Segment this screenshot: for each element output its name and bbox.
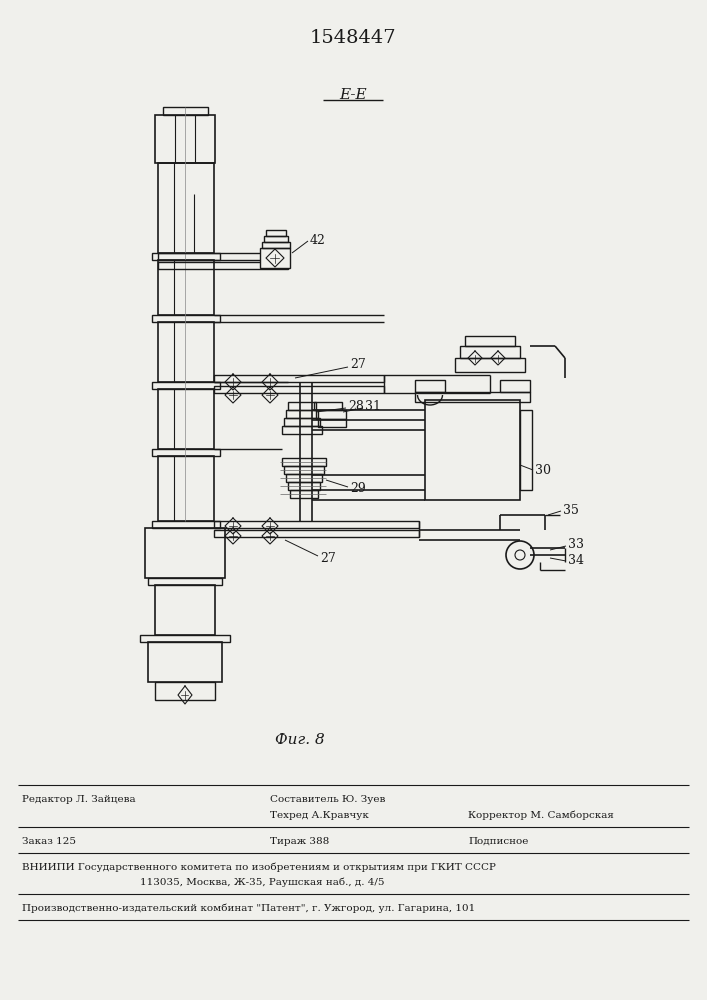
Bar (460, 346, 520, 358)
Bar (455, 358, 525, 372)
Text: 28: 28 (348, 400, 364, 414)
Bar (152, 521, 220, 528)
Bar (286, 474, 322, 482)
Text: Корректор М. Самборская: Корректор М. Самборская (468, 810, 614, 820)
Bar (465, 336, 515, 346)
Bar (158, 322, 214, 382)
Bar (286, 410, 318, 418)
Bar (314, 402, 342, 410)
Bar (158, 253, 288, 260)
Bar (155, 585, 215, 635)
Text: 33: 33 (568, 538, 584, 552)
Bar (152, 382, 220, 389)
Bar (260, 248, 290, 268)
Text: 34: 34 (568, 554, 584, 566)
Bar (152, 315, 220, 322)
Bar (155, 115, 215, 163)
Bar (262, 242, 290, 248)
Text: E-E: E-E (339, 88, 367, 102)
Text: 27: 27 (350, 359, 366, 371)
Text: ВНИИПИ Государственного комитета по изобретениям и открытиям при ГКИТ СССР: ВНИИПИ Государственного комитета по изоб… (22, 862, 496, 872)
Bar (152, 253, 220, 260)
Text: 113035, Москва, Ж-35, Раушская наб., д. 4/5: 113035, Москва, Ж-35, Раушская наб., д. … (140, 877, 385, 887)
Text: Производственно-издательский комбинат "Патент", г. Ужгород, ул. Гагарина, 101: Производственно-издательский комбинат "П… (22, 903, 475, 913)
Bar (158, 389, 214, 449)
Bar (214, 375, 384, 382)
Bar (214, 521, 419, 528)
Text: Редактор Л. Зайцева: Редактор Л. Зайцева (22, 794, 136, 804)
Text: 29: 29 (350, 482, 366, 494)
Text: 27: 27 (320, 552, 336, 564)
Bar (282, 458, 326, 466)
Bar (155, 682, 215, 700)
Bar (290, 490, 318, 498)
Text: Тираж 388: Тираж 388 (270, 836, 329, 846)
Bar (152, 449, 220, 456)
Bar (500, 380, 530, 392)
Bar (415, 380, 445, 392)
Text: Фиг. 8: Фиг. 8 (275, 733, 325, 747)
Bar (158, 163, 214, 253)
Bar (145, 528, 225, 578)
Bar (318, 419, 346, 427)
Text: Составитель Ю. Зуев: Составитель Ю. Зуев (270, 794, 385, 804)
Bar (148, 578, 222, 585)
Bar (214, 530, 419, 537)
Text: 30: 30 (535, 464, 551, 477)
Bar (264, 236, 288, 242)
Bar (288, 482, 320, 490)
Text: 1548447: 1548447 (310, 29, 397, 47)
Bar (158, 456, 214, 521)
Bar (284, 466, 324, 474)
Text: Техред А.Кравчук: Техред А.Кравчук (270, 810, 369, 820)
Bar (415, 392, 530, 402)
Bar (520, 410, 532, 490)
Bar (148, 642, 222, 682)
Text: 31: 31 (365, 400, 381, 414)
Bar (425, 400, 520, 500)
Bar (163, 107, 208, 115)
Bar (158, 260, 214, 315)
Bar (284, 418, 320, 426)
Text: Подписное: Подписное (468, 836, 528, 846)
Text: Заказ 125: Заказ 125 (22, 836, 76, 846)
Bar (158, 262, 288, 269)
Bar (140, 635, 230, 642)
Text: 35: 35 (563, 504, 579, 516)
Bar (288, 402, 316, 410)
Bar (214, 386, 384, 393)
Text: 42: 42 (310, 233, 326, 246)
Bar (316, 410, 346, 419)
Bar (282, 426, 322, 434)
Bar (266, 230, 286, 236)
